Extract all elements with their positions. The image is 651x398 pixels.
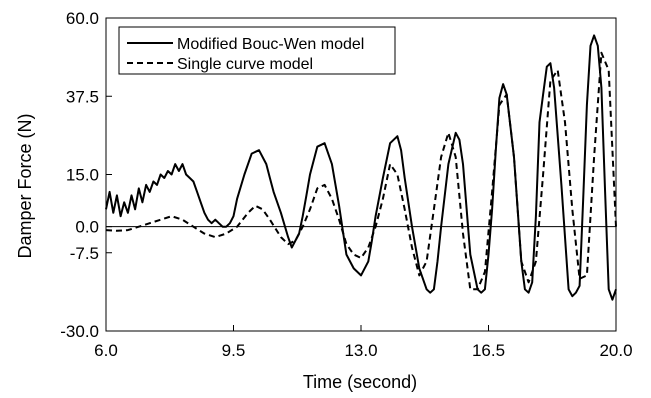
legend: Modified Bouc-Wen model Single curve mod…: [118, 26, 396, 75]
y-tick-label: 60.0: [66, 9, 99, 28]
y-tick-label: -30.0: [60, 322, 99, 341]
x-tick-label: 20.0: [599, 341, 632, 360]
y-tick-label: 0.0: [75, 218, 99, 237]
legend-label-modified-bouc-wen: Modified Bouc-Wen model: [177, 36, 364, 53]
legend-box: [118, 26, 396, 75]
series-line-single-curve: [105, 51, 617, 291]
legend-label-single-curve: Single curve model: [177, 56, 313, 73]
x-axis-title: Time (second): [303, 372, 417, 392]
y-tick-label: 15.0: [66, 166, 99, 185]
x-tick-label: 6.0: [94, 341, 118, 360]
y-axis-title: Damper Force (N): [15, 113, 35, 258]
x-tick-label: 16.5: [472, 341, 505, 360]
y-axis-ticks: 60.0 37.5 15.0 0.0 -7.5 -30.0: [60, 9, 112, 341]
series-layer: [105, 34, 617, 301]
x-tick-label: 9.5: [222, 341, 246, 360]
series-line-modified-bouc-wen: [105, 34, 617, 301]
y-tick-label: 37.5: [66, 87, 99, 106]
y-tick-label: -7.5: [70, 244, 99, 263]
x-tick-label: 13.0: [344, 341, 377, 360]
x-axis-ticks: 6.0 9.5 13.0 16.5 20.0: [94, 325, 633, 360]
